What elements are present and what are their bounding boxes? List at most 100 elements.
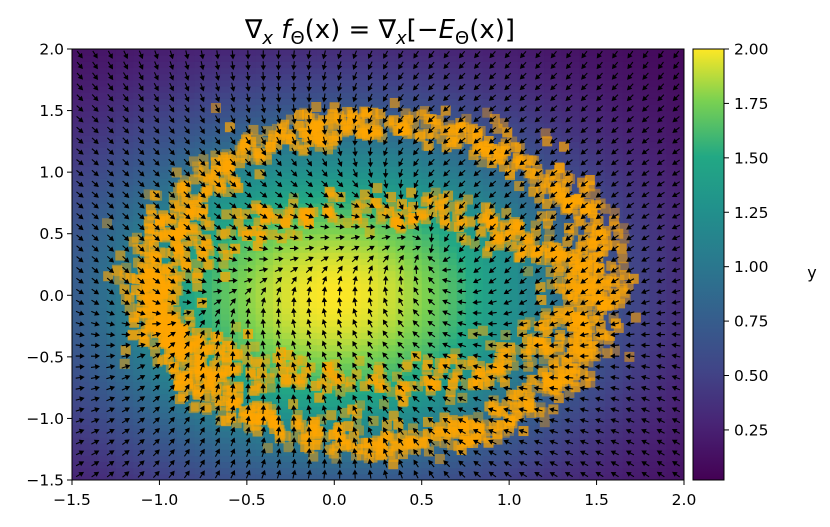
heatmap-cell bbox=[675, 344, 684, 352]
heatmap-cell bbox=[150, 110, 161, 118]
heatmap-cell bbox=[482, 129, 493, 136]
heatmap-cell bbox=[404, 326, 414, 333]
heatmap-cell bbox=[517, 307, 528, 315]
heatmap-cell bbox=[596, 135, 606, 142]
heatmap-cell bbox=[325, 301, 335, 309]
heatmap-cell bbox=[517, 295, 528, 303]
heatmap-cell bbox=[141, 418, 152, 426]
heatmap-cell bbox=[185, 326, 195, 333]
heatmap-cell bbox=[526, 301, 536, 309]
heatmap-cell bbox=[386, 227, 397, 235]
heatmap-cell bbox=[89, 282, 99, 290]
heatmap-cell bbox=[561, 73, 571, 81]
heatmap-cell bbox=[325, 319, 335, 327]
heatmap-cell bbox=[614, 313, 624, 321]
heatmap-cell bbox=[325, 313, 335, 321]
heatmap-cell bbox=[430, 449, 440, 456]
heatmap-cell bbox=[430, 406, 440, 413]
heatmap-cell bbox=[308, 190, 318, 198]
heatmap-cell bbox=[334, 313, 344, 321]
heatmap-cell bbox=[474, 92, 484, 99]
heatmap-cell bbox=[369, 258, 379, 266]
heatmap-cell bbox=[439, 55, 449, 62]
heatmap-cell bbox=[72, 307, 82, 315]
heatmap-cell bbox=[631, 289, 641, 296]
heatmap-cell bbox=[185, 276, 195, 284]
heatmap-cell bbox=[579, 424, 589, 432]
heatmap-cell bbox=[246, 301, 257, 309]
heatmap-cell bbox=[343, 455, 353, 463]
heatmap-cell bbox=[675, 85, 684, 93]
heatmap-cell bbox=[89, 55, 99, 62]
heatmap-cell bbox=[412, 313, 423, 321]
heatmap-cell bbox=[386, 289, 397, 296]
heatmap-cell bbox=[281, 418, 292, 426]
heatmap-cell bbox=[89, 67, 99, 75]
heatmap-cell bbox=[386, 307, 397, 315]
heatmap-cell bbox=[316, 233, 327, 241]
heatmap-cell bbox=[579, 141, 589, 149]
heatmap-cell bbox=[579, 61, 589, 69]
heatmap-cell bbox=[80, 98, 91, 106]
heatmap-cell bbox=[552, 61, 563, 69]
heatmap-cell bbox=[430, 326, 440, 333]
heatmap-cell bbox=[334, 252, 344, 259]
heatmap-cell bbox=[605, 307, 615, 315]
heatmap-cell bbox=[299, 332, 309, 339]
heatmap-cell bbox=[421, 233, 432, 241]
heatmap-cell bbox=[203, 270, 213, 278]
heatmap-cell bbox=[561, 473, 571, 480]
heatmap-cell bbox=[308, 350, 318, 358]
heatmap-cell bbox=[482, 467, 493, 475]
heatmap-cell bbox=[657, 399, 668, 407]
heatmap-cell bbox=[657, 98, 668, 106]
heatmap-cell bbox=[544, 307, 554, 315]
heatmap-cell bbox=[675, 215, 684, 222]
heatmap-cell bbox=[351, 473, 362, 480]
heatmap-cell bbox=[631, 338, 641, 346]
heatmap-cell bbox=[491, 67, 501, 75]
heatmap-cell bbox=[666, 350, 676, 358]
heatmap-cell bbox=[570, 436, 580, 444]
heatmap-cell bbox=[203, 122, 213, 130]
heatmap-cell bbox=[281, 412, 292, 420]
heatmap-cell bbox=[343, 399, 353, 407]
heatmap-cell bbox=[509, 196, 519, 204]
heatmap-cell bbox=[596, 369, 606, 376]
heatmap-cell bbox=[482, 356, 493, 364]
heatmap-cell bbox=[500, 104, 510, 112]
heatmap-cell bbox=[378, 276, 388, 284]
heatmap-cell bbox=[98, 147, 108, 155]
heatmap-cell bbox=[150, 430, 161, 438]
heatmap-cell bbox=[614, 98, 624, 106]
heatmap-cell bbox=[395, 326, 405, 333]
heatmap-cell bbox=[316, 165, 327, 173]
heatmap-cell bbox=[500, 122, 510, 130]
heatmap-cell bbox=[579, 55, 589, 62]
heatmap-cell bbox=[614, 159, 624, 167]
sample-point bbox=[564, 230, 575, 241]
heatmap-cell bbox=[168, 49, 178, 56]
heatmap-cell bbox=[308, 165, 318, 173]
heatmap-cell bbox=[168, 381, 178, 389]
title-part: Θ bbox=[290, 28, 304, 49]
heatmap-cell bbox=[631, 67, 641, 75]
heatmap-cell bbox=[649, 147, 659, 155]
heatmap-cell bbox=[404, 67, 414, 75]
heatmap-cell bbox=[465, 85, 475, 93]
heatmap-cell bbox=[439, 270, 449, 278]
heatmap-cell bbox=[246, 116, 257, 124]
heatmap-cell bbox=[666, 61, 676, 69]
heatmap-cell bbox=[675, 418, 684, 426]
heatmap-cell bbox=[649, 424, 659, 432]
heatmap-cell bbox=[203, 276, 213, 284]
heatmap-cell bbox=[535, 289, 545, 296]
heatmap-cell bbox=[203, 424, 213, 432]
heatmap-cell bbox=[447, 55, 458, 62]
heatmap-cell bbox=[640, 295, 650, 303]
heatmap-cell bbox=[622, 455, 633, 463]
heatmap-cell bbox=[500, 196, 510, 204]
heatmap-cell bbox=[386, 85, 397, 93]
heatmap-cell bbox=[185, 399, 195, 407]
heatmap-cell bbox=[238, 289, 248, 296]
